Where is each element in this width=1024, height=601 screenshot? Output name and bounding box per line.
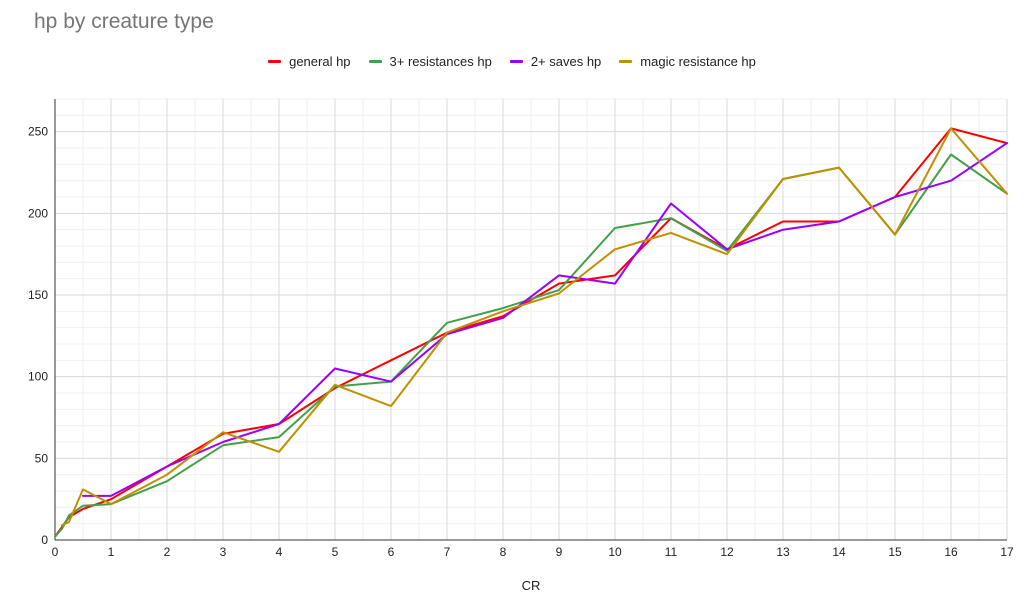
chart-legend: general hp 3+ resistances hp 2+ saves hp… [0, 54, 1024, 69]
x-tick-label: 15 [888, 545, 902, 559]
legend-item-magic-resistance-hp[interactable]: magic resistance hp [619, 54, 756, 69]
x-tick-label: 1 [108, 545, 115, 559]
axes [54, 99, 1007, 541]
chart-title: hp by creature type [34, 10, 214, 33]
x-tick-label: 14 [832, 545, 846, 559]
y-tick-label: 250 [28, 125, 48, 139]
x-tick-label: 3 [220, 545, 227, 559]
y-tick-label: 0 [41, 533, 48, 547]
x-tick-label: 13 [776, 545, 790, 559]
x-axis-title: CR [522, 578, 541, 593]
x-tick-label: 17 [1000, 545, 1014, 559]
legend-label-magic-resistance-hp: magic resistance hp [640, 54, 756, 69]
x-tick-label: 16 [944, 545, 958, 559]
series-lines [54, 127, 1008, 538]
legend-swatch-2-saves-hp [509, 60, 523, 63]
y-tick-label: 150 [28, 288, 48, 302]
x-tick-label: 8 [500, 545, 507, 559]
x-tick-label: 12 [720, 545, 734, 559]
y-tick-label: 100 [28, 370, 48, 384]
legend-swatch-general-hp [268, 60, 282, 63]
x-tick-label: 10 [608, 545, 622, 559]
x-tick-label: 6 [388, 545, 395, 559]
legend-label-2-saves-hp: 2+ saves hp [530, 54, 602, 69]
x-tick-label: 11 [665, 545, 678, 559]
series-line-2-saves-hp[interactable] [82, 142, 1008, 497]
legend-label-general-hp: general hp [289, 54, 351, 69]
x-tick-label: 7 [444, 545, 451, 559]
minor-gridlines [55, 98, 1007, 540]
legend-swatch-3-resistances-hp [368, 60, 382, 63]
series-line-magic-resistance-hp[interactable] [61, 127, 1008, 527]
x-tick-label: 0 [52, 545, 59, 559]
legend-item-general-hp[interactable]: general hp [268, 54, 351, 69]
y-tick-label: 50 [35, 451, 49, 465]
major-gridlines [55, 99, 1008, 540]
x-tick-label: 9 [556, 545, 563, 559]
legend-label-3-resistances-hp: 3+ resistances hp [389, 54, 492, 69]
legend-item-3-resistances-hp[interactable]: 3+ resistances hp [368, 54, 492, 69]
legend-item-2-saves-hp[interactable]: 2+ saves hp [509, 54, 602, 69]
y-tick-label: 200 [28, 206, 48, 220]
legend-swatch-magic-resistance-hp [619, 60, 633, 63]
x-tick-label: 2 [164, 545, 171, 559]
x-tick-label: 5 [332, 545, 339, 559]
x-tick-label: 4 [276, 545, 283, 559]
